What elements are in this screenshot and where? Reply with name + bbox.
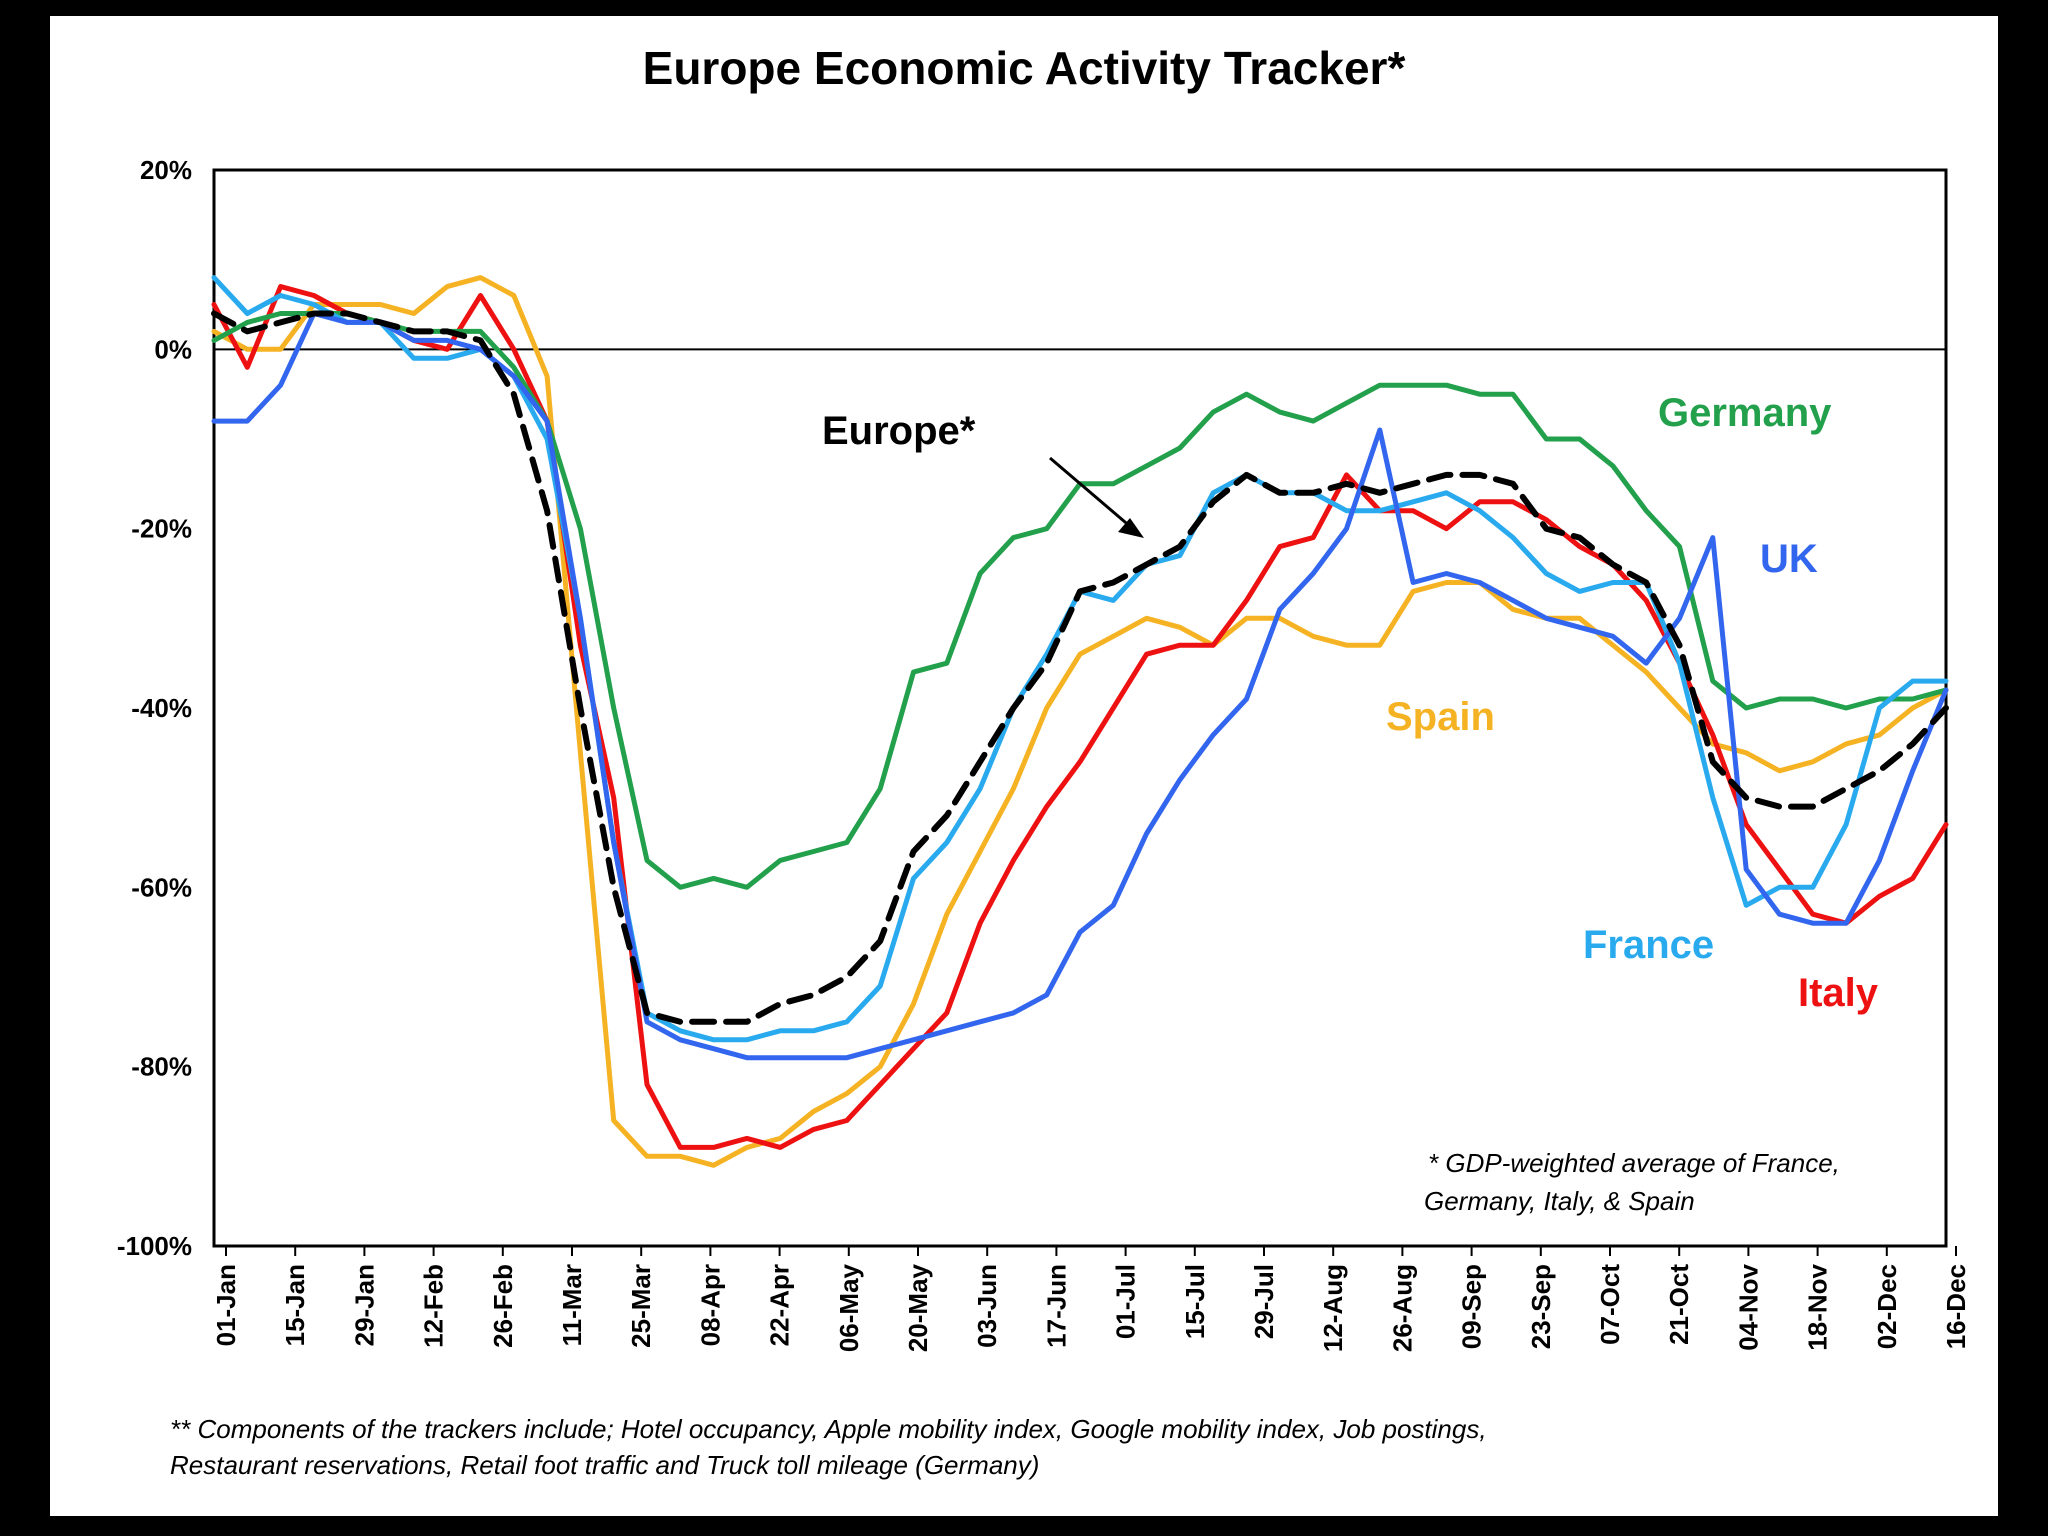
chart-title: Europe Economic Activity Tracker* [643, 42, 1406, 94]
y-tick-label: -100% [117, 1231, 192, 1261]
x-tick-label: 12-Aug [1318, 1264, 1348, 1352]
series-line-spain [211, 275, 1949, 1168]
label-france: France [1583, 923, 1714, 967]
chart: Europe Economic Activity Tracker* 20% 0% -… [117, 42, 1971, 1480]
europe-arrow [1049, 456, 1133, 530]
x-tick-label: 15-Jul [1180, 1264, 1210, 1339]
label-uk: UK [1760, 537, 1818, 581]
x-tick-label: 12-Feb [419, 1264, 449, 1348]
x-tick-label: 11-Mar [557, 1264, 587, 1346]
y-tick-label: -80% [131, 1052, 192, 1082]
x-tick-label: 04-Nov [1733, 1263, 1763, 1350]
x-tick-label: 01-Jan [211, 1264, 241, 1346]
y-tick-label: -40% [131, 693, 192, 723]
x-tick-label: 23-Sep [1526, 1264, 1556, 1349]
label-europe: Europe* [822, 409, 976, 453]
label-germany: Germany [1658, 391, 1832, 435]
chart-frame: Europe Economic Activity Tracker* 20% 0% -… [50, 16, 1998, 1516]
x-tick-label: 29-Jul [1249, 1264, 1279, 1339]
series-line-italy [211, 284, 1949, 1150]
x-axis: 01-Jan 15-Jan 29-Jan 12-Feb 26-Feb 11-Mar 25-M… [211, 1246, 1971, 1352]
x-tick-label: 26-Aug [1387, 1264, 1417, 1352]
x-tick-label: 07-Oct [1595, 1264, 1625, 1345]
x-tick-label: 22-Apr [765, 1264, 795, 1346]
y-axis: 20% 0% -20% -40% -60% -80% -100% [117, 155, 192, 1261]
x-tick-label: 29-Jan [349, 1264, 379, 1346]
y-tick-label: -20% [131, 514, 192, 544]
x-tick-label: 08-Apr [695, 1264, 725, 1346]
annotation-line-2: Germany, Italy, & Spain [1424, 1186, 1695, 1216]
footnote-line-1: ** Components of the trackers include; H… [170, 1414, 1487, 1444]
x-tick-label: 20-May [903, 1263, 933, 1352]
x-tick-label: 02-Dec [1872, 1264, 1902, 1349]
x-tick-label: 16-Dec [1941, 1264, 1971, 1349]
label-spain: Spain [1386, 695, 1495, 739]
y-tick-label: 20% [140, 155, 192, 185]
footnote-line-2: Restaurant reservations, Retail foot tra… [170, 1450, 1039, 1480]
x-tick-label: 26-Feb [488, 1264, 518, 1348]
series-line-uk [211, 311, 1949, 1061]
x-tick-label: 25-Mar [626, 1264, 656, 1348]
x-tick-label: 15-Jan [280, 1264, 310, 1346]
plot-area: 20% 0% -20% -40% -60% -80% -100% 01-Jan 15-Jan 2… [117, 155, 1971, 1352]
x-tick-label: 21-Oct [1664, 1264, 1694, 1345]
y-tick-label: -60% [131, 872, 192, 902]
x-tick-label: 18-Nov [1803, 1263, 1833, 1350]
x-tick-label: 03-Jun [972, 1264, 1002, 1348]
europe-arrowhead [1118, 518, 1144, 538]
x-tick-label: 17-Jun [1041, 1264, 1071, 1348]
x-tick-label: 01-Jul [1111, 1264, 1141, 1339]
x-tick-label: 09-Sep [1457, 1264, 1487, 1349]
label-italy: Italy [1798, 971, 1879, 1015]
x-tick-label: 06-May [834, 1263, 864, 1352]
y-tick-label: 0% [154, 334, 192, 364]
annotation-line-1: * GDP-weighted average of France, [1428, 1148, 1840, 1178]
series-line-europe [211, 310, 1949, 1025]
